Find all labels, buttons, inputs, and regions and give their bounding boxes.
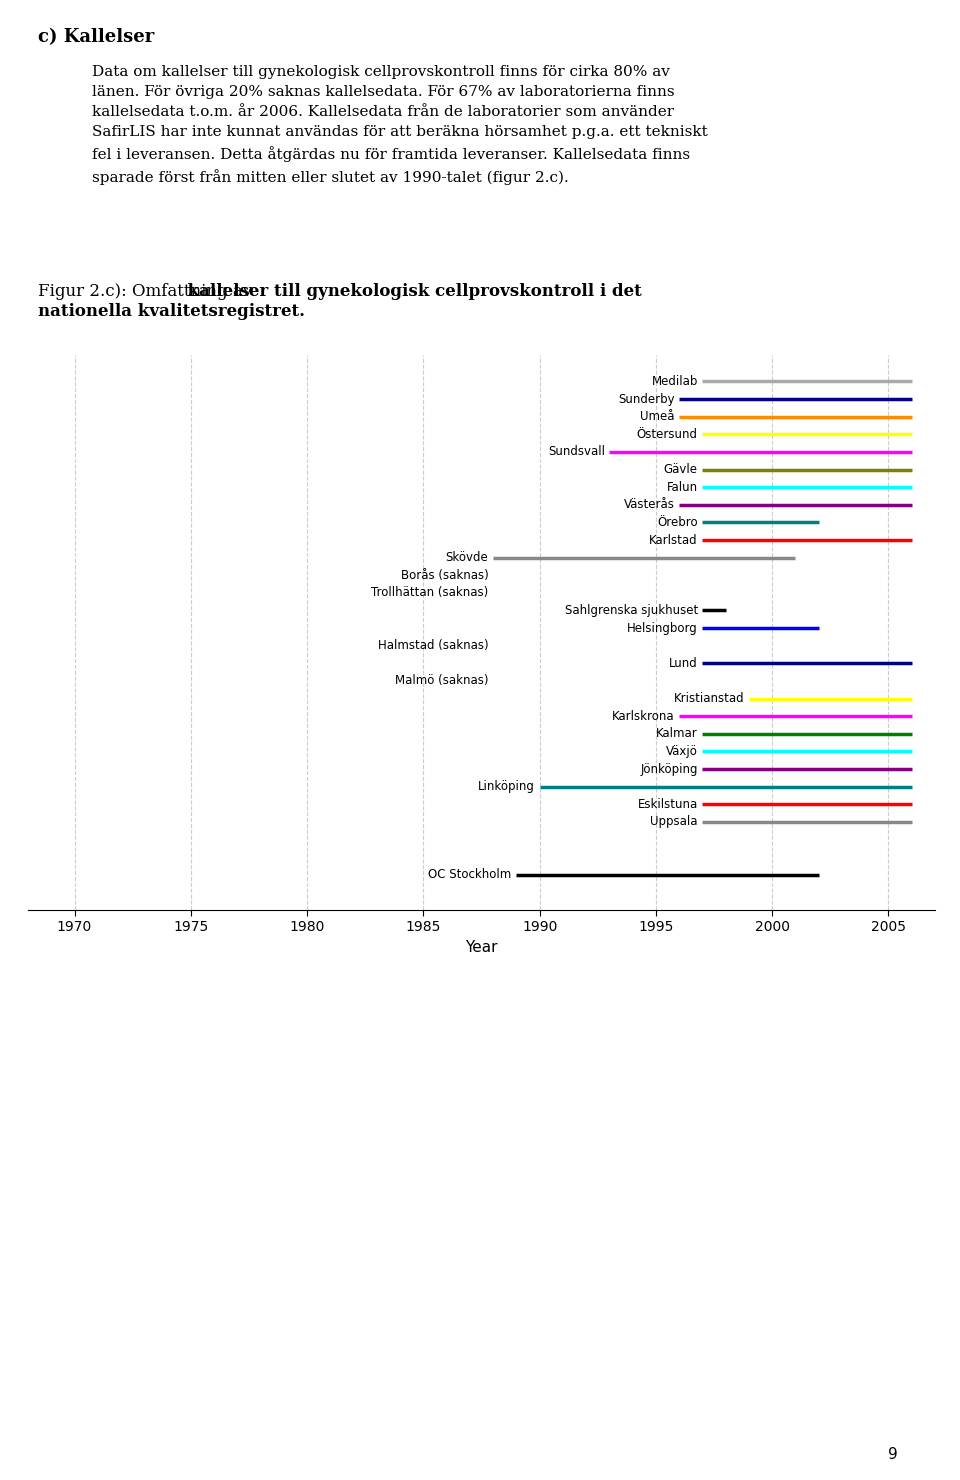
Text: Gävle: Gävle <box>663 463 698 477</box>
Text: Skövde: Skövde <box>445 551 489 564</box>
Text: Trollhättan (saknas): Trollhättan (saknas) <box>372 586 489 599</box>
Text: Figur 2.c): Omfattning av: Figur 2.c): Omfattning av <box>38 283 258 300</box>
Text: Växjö: Växjö <box>666 744 698 758</box>
Text: 9: 9 <box>888 1446 898 1462</box>
Text: Östersund: Östersund <box>636 428 698 441</box>
Text: Sunderby: Sunderby <box>618 392 675 406</box>
Text: Borås (saknas): Borås (saknas) <box>400 568 489 582</box>
Text: Medilab: Medilab <box>652 374 698 388</box>
Text: Kalmar: Kalmar <box>656 727 698 740</box>
Text: kallelser till gynekologisk cellprovskontroll i det
nationella kvalitetsregistre: kallelser till gynekologisk cellprovskon… <box>38 283 642 320</box>
Text: Data om kallelser till gynekologisk cellprovskontroll finns för cirka 80% av
län: Data om kallelser till gynekologisk cell… <box>92 65 708 185</box>
Text: Malmö (saknas): Malmö (saknas) <box>395 675 489 687</box>
Text: Linköping: Linköping <box>478 780 535 793</box>
Text: Halmstad (saknas): Halmstad (saknas) <box>378 639 489 653</box>
Text: OC Stockholm: OC Stockholm <box>428 869 512 881</box>
Text: Karlstad: Karlstad <box>649 533 698 546</box>
Text: c) Kallelser: c) Kallelser <box>38 28 155 46</box>
Text: Karlskrona: Karlskrona <box>612 710 675 722</box>
Text: Kristianstad: Kristianstad <box>674 693 744 704</box>
Text: Eskilstuna: Eskilstuna <box>637 798 698 811</box>
Text: Sahlgrenska sjukhuset: Sahlgrenska sjukhuset <box>564 604 698 617</box>
Text: Falun: Falun <box>666 481 698 494</box>
Text: Uppsala: Uppsala <box>650 815 698 829</box>
Text: Örebro: Örebro <box>658 517 698 528</box>
Text: Jönköping: Jönköping <box>640 762 698 776</box>
X-axis label: Year: Year <box>466 940 497 955</box>
Text: Lund: Lund <box>669 657 698 670</box>
Text: Umeå: Umeå <box>640 410 675 423</box>
Text: Helsingborg: Helsingborg <box>627 622 698 635</box>
Text: Sundsvall: Sundsvall <box>548 445 605 459</box>
Text: Västerås: Västerås <box>624 499 675 511</box>
